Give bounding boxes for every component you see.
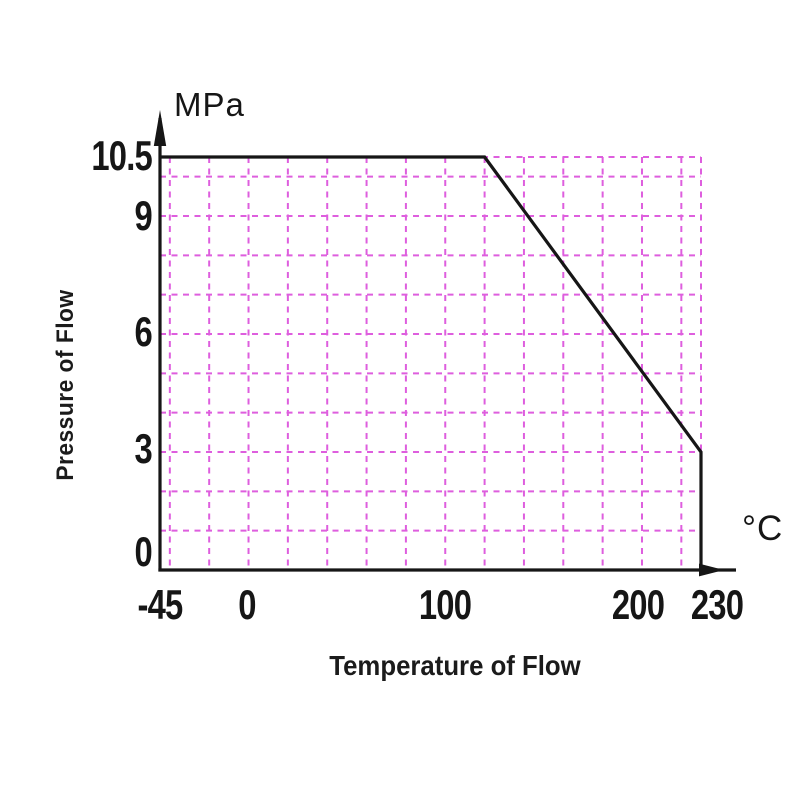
pressure-limit-curve	[160, 155, 703, 570]
y-axis-title: Pressure of Flow	[52, 289, 79, 481]
y-tick-label-3: 3	[134, 425, 153, 472]
x-axis-unit-label: °C	[742, 509, 784, 548]
x-tick-label-100: 100	[418, 581, 472, 628]
y-tick-label-9: 9	[134, 192, 153, 239]
x-tick-label-230: 230	[690, 581, 744, 628]
y-tick-label-6: 6	[134, 308, 153, 355]
series-maximum-pressure-vs-temperature	[160, 155, 703, 570]
x-axis-arrow-icon	[699, 563, 724, 577]
x-tick-label-0: 0	[238, 581, 256, 628]
x-tick-label-200: 200	[611, 581, 665, 628]
y-tick-label-0: 0	[134, 528, 153, 575]
grid-lines	[160, 156, 702, 570]
y-axis-unit-label: MPa	[174, 86, 245, 123]
y-axis-arrow-icon	[153, 110, 167, 146]
axes	[153, 110, 736, 577]
x-axis-title: Temperature of Flow	[329, 650, 581, 681]
y-tick-label-10-5: 10.5	[91, 132, 152, 179]
x-tick-label-neg45: -45	[137, 581, 183, 628]
